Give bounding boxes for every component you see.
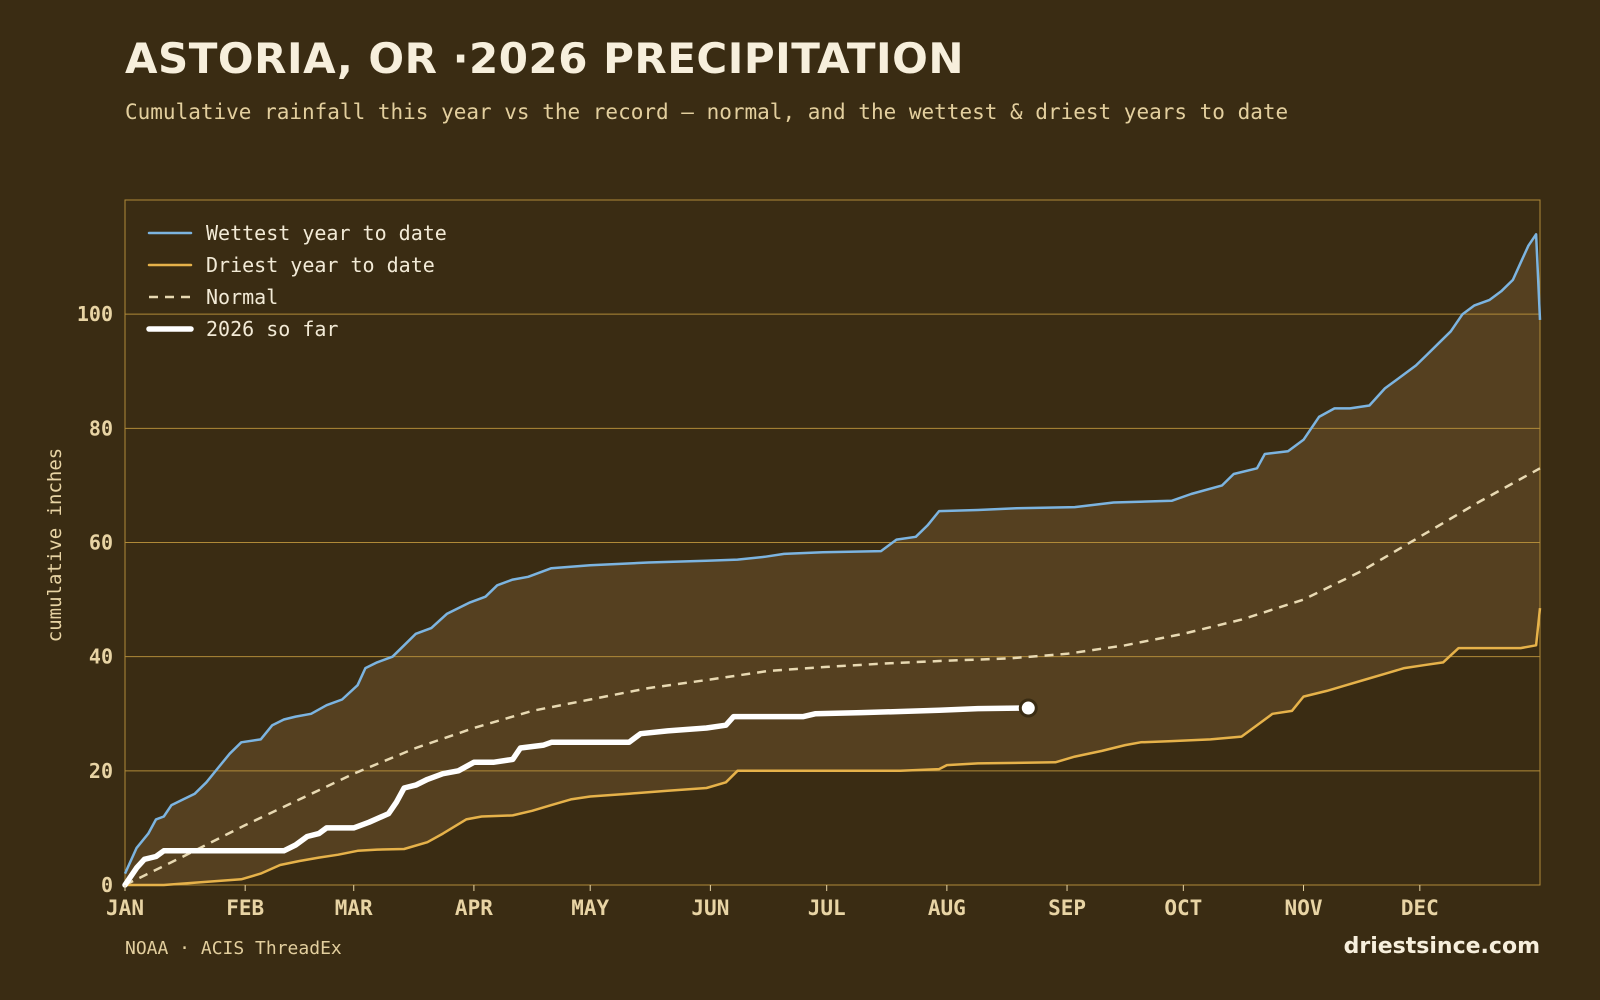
legend-normal-label: Normal [206, 285, 278, 309]
normal-line [124, 467, 1541, 887]
y-tick-label: 20 [89, 759, 113, 783]
legend-driest-label: Driest year to date [206, 253, 435, 277]
x-tick-label: MAR [335, 896, 373, 920]
x-tick-label: SEP [1048, 896, 1086, 920]
legend-current-label: 2026 so far [206, 317, 338, 341]
record-range-band [125, 234, 1540, 886]
y-tick-label: 60 [89, 531, 113, 555]
driest-line [125, 607, 1542, 887]
wettest-line [123, 233, 1542, 875]
plot-frame [124, 199, 1541, 886]
y-tick-label: 80 [89, 416, 113, 440]
site-link[interactable]: driestsince.com [1343, 934, 1540, 959]
x-tick-label: APR [455, 896, 493, 920]
y-tick-label: 0 [101, 873, 113, 897]
x-tick-label: JUL [808, 896, 846, 920]
current-year-endpoint [1018, 698, 1038, 718]
x-tick-label: MAY [571, 896, 609, 920]
x-tick-label: JUN [691, 896, 729, 920]
chart-title: ASTORIA, OR ·2026 PRECIPITATION [125, 34, 965, 83]
x-tick-label: FEB [226, 896, 264, 920]
x-tick-label: JAN [106, 896, 144, 920]
legend-wettest-label: Wettest year to date [206, 221, 447, 245]
chart-subtitle: Cumulative rainfall this year vs the rec… [125, 100, 1289, 124]
y-tick-label: 40 [89, 645, 113, 669]
x-tick-label: OCT [1164, 896, 1202, 920]
current-year-line [122, 705, 1032, 888]
y-axis-label: cumulative inches [44, 448, 66, 642]
y-tick-label: 100 [77, 302, 113, 326]
x-tick-label: NOV [1285, 896, 1323, 920]
x-tick-label: AUG [928, 896, 966, 920]
data-source: NOAA · ACIS ThreadEx [125, 938, 342, 959]
x-tick-label: DEC [1401, 896, 1439, 920]
